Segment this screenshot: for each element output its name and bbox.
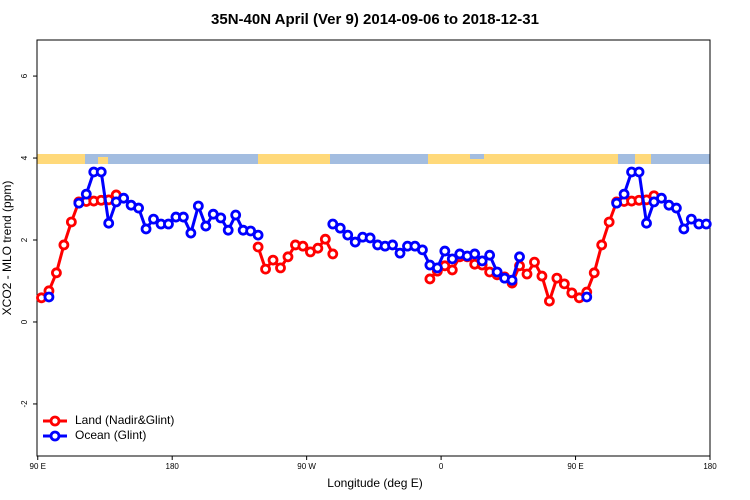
data-point	[73, 197, 85, 209]
data-point	[327, 248, 339, 260]
data-point	[544, 295, 555, 307]
data-point	[558, 278, 570, 290]
data-point	[364, 232, 376, 244]
y-tick-label: 2	[20, 237, 29, 242]
data-point	[566, 287, 578, 299]
x-tick-label: 180	[166, 462, 180, 471]
data-point	[656, 192, 667, 204]
data-point	[51, 267, 62, 279]
data-point	[529, 256, 540, 268]
data-point	[603, 216, 615, 228]
data-point	[43, 291, 55, 303]
x-tick-label: 90 E	[30, 462, 46, 471]
land-strip	[37, 154, 85, 164]
data-point	[118, 192, 130, 204]
data-point	[192, 200, 204, 212]
legend-marker	[49, 415, 61, 427]
x-tick-label: 180	[703, 462, 717, 471]
data-point	[670, 202, 682, 214]
data-point	[685, 213, 697, 225]
data-point	[611, 197, 623, 209]
data-point	[140, 223, 152, 235]
data-point	[506, 274, 518, 286]
data-point	[491, 266, 503, 278]
data-point	[394, 247, 406, 259]
data-point	[439, 245, 451, 257]
land-mask-strip	[37, 154, 710, 164]
data-point	[252, 241, 264, 253]
legend-label: Land (Nadir&Glint)	[75, 413, 174, 427]
data-point	[185, 227, 197, 239]
x-axis-title: Longitude (deg E)	[327, 476, 422, 490]
data-point	[633, 166, 645, 178]
data-point	[551, 272, 563, 284]
y-tick-label: -2	[20, 400, 29, 408]
data-point	[312, 242, 324, 254]
data-point	[678, 223, 690, 235]
data-point	[349, 236, 361, 248]
data-point	[252, 229, 264, 241]
data-point	[58, 239, 70, 251]
land-strip	[428, 154, 618, 164]
data-point	[200, 220, 212, 232]
data-point	[148, 213, 159, 225]
y-tick-label: 4	[20, 155, 29, 160]
data-point	[103, 217, 115, 229]
data-point	[641, 217, 652, 229]
data-point	[215, 212, 227, 224]
data-point	[230, 209, 242, 221]
legend-marker	[49, 430, 61, 442]
data-point	[700, 218, 712, 230]
data-point	[65, 216, 77, 228]
data-point	[387, 239, 398, 251]
data-point	[588, 267, 600, 279]
x-tick-label: 90 E	[567, 462, 583, 471]
x-tick-label: 90 W	[297, 462, 316, 471]
data-point	[581, 291, 593, 303]
data-point	[342, 229, 354, 241]
data-point	[521, 268, 533, 280]
data-point	[484, 249, 496, 261]
data-point	[297, 240, 309, 252]
legend-label: Ocean (Glint)	[75, 428, 146, 442]
data-point	[275, 262, 286, 274]
data-point	[536, 270, 548, 282]
data-point	[514, 251, 525, 263]
land-strip	[98, 157, 108, 164]
data-point	[424, 273, 436, 285]
data-point	[319, 233, 331, 245]
data-point	[469, 248, 481, 260]
data-point	[260, 263, 271, 275]
ocean-strip	[37, 154, 710, 164]
y-axis-title: XCO2 - MLO trend (ppm)	[0, 181, 14, 316]
data-point	[417, 244, 428, 256]
land-strip	[258, 154, 330, 164]
ocean-strip	[470, 154, 484, 159]
data-point	[431, 262, 443, 274]
data-point	[618, 188, 630, 200]
plot-frame	[36, 39, 711, 457]
x-tick-label: 0	[439, 462, 444, 471]
legend: Land (Nadir&Glint)Ocean (Glint)	[43, 413, 174, 442]
data-point	[446, 253, 458, 265]
data-point	[163, 218, 174, 230]
y-tick-label: 0	[20, 319, 29, 324]
data-point	[267, 254, 279, 266]
data-point	[334, 222, 346, 234]
data-point	[282, 251, 294, 263]
data-point	[596, 239, 608, 251]
data-point	[133, 202, 144, 214]
data-point	[446, 264, 458, 276]
land-strip	[635, 154, 651, 164]
chart-title: 35N-40N April (Ver 9) 2014-09-06 to 2018…	[211, 11, 539, 28]
y-tick-label: 6	[20, 73, 29, 78]
data-point	[95, 166, 107, 178]
data-point	[222, 224, 234, 236]
data-point	[178, 211, 189, 223]
data-point	[80, 188, 92, 200]
data-point	[476, 255, 488, 267]
